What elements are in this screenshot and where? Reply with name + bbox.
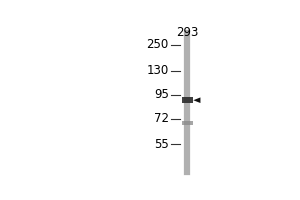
- Text: 293: 293: [176, 26, 199, 39]
- Text: 250: 250: [147, 38, 169, 51]
- Text: 95: 95: [154, 88, 169, 101]
- Text: 130: 130: [147, 64, 169, 77]
- FancyBboxPatch shape: [182, 97, 193, 103]
- Polygon shape: [193, 97, 200, 103]
- FancyBboxPatch shape: [182, 121, 193, 125]
- Text: 55: 55: [154, 138, 169, 151]
- Text: 72: 72: [154, 112, 169, 125]
